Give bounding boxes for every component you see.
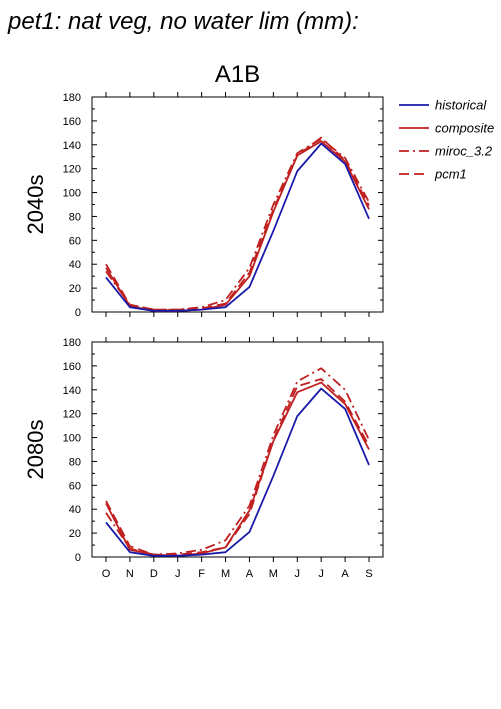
legend-label-pcm1: pcm1 — [434, 167, 467, 182]
panel-label: 2040s — [23, 175, 48, 235]
series-line-pcm1 — [105, 378, 370, 556]
y-tick-label: 80 — [69, 456, 81, 468]
x-tick-label: J — [175, 568, 181, 580]
legend-label-composite: composite — [435, 121, 494, 136]
x-tick-label: N — [126, 568, 134, 580]
legend-label-miroc_3.2: miroc_3.2 — [435, 144, 493, 159]
plot-frame — [91, 341, 384, 558]
y-tick-label: 140 — [63, 140, 81, 152]
y-tick-label: 80 — [69, 211, 81, 223]
y-tick-label: 180 — [63, 337, 81, 349]
y-tick-label: 180 — [63, 92, 81, 104]
x-tick-label: M — [269, 568, 278, 580]
page-title: pet1: nat veg, no water lim (mm): — [8, 8, 359, 35]
chart-title: A1B — [215, 61, 260, 88]
y-tick-label: 100 — [63, 188, 81, 200]
y-tick-label: 0 — [75, 552, 81, 564]
y-tick-label: 160 — [63, 361, 81, 373]
x-tick-label: F — [198, 568, 205, 580]
series-line-historical — [105, 387, 370, 557]
series-line-composite — [105, 140, 370, 312]
x-tick-label: J — [295, 568, 301, 580]
y-tick-label: 160 — [63, 116, 81, 128]
x-tick-label: A — [341, 568, 349, 580]
y-tick-label: 120 — [63, 164, 81, 176]
y-tick-label: 60 — [69, 480, 81, 492]
y-tick-label: 0 — [75, 307, 81, 319]
x-tick-label: A — [246, 568, 254, 580]
panel-2080s: 0 20 40 60 80 100 120 140 160 180 O N D J F M A M J J A S 2080… — [23, 337, 384, 580]
series-line-miroc_3.2 — [105, 137, 370, 311]
x-tick-label: D — [150, 568, 158, 580]
plot-frame — [91, 96, 384, 313]
legend: historical composite miroc_3.2 pcm1 — [399, 98, 494, 182]
panel-label: 2080s — [23, 420, 48, 480]
x-tick-label: S — [365, 568, 372, 580]
x-tick-label: M — [221, 568, 230, 580]
y-tick-label: 40 — [69, 259, 81, 271]
y-tick-label: 40 — [69, 504, 81, 516]
y-tick-label: 20 — [69, 528, 81, 540]
x-tick-label: J — [318, 568, 324, 580]
y-tick-label: 140 — [63, 385, 81, 397]
x-tick-label: O — [102, 568, 111, 580]
legend-label-historical: historical — [435, 98, 487, 113]
series-line-historical — [105, 142, 370, 312]
y-tick-label: 120 — [63, 409, 81, 421]
panel-2040s: 0 20 40 60 80 100 120 140 160 180 2040s — [23, 92, 384, 319]
series-line-miroc_3.2 — [105, 367, 370, 556]
y-tick-label: 20 — [69, 283, 81, 295]
y-tick-label: 60 — [69, 235, 81, 247]
y-tick-label: 100 — [63, 433, 81, 445]
series-line-pcm1 — [105, 136, 370, 311]
